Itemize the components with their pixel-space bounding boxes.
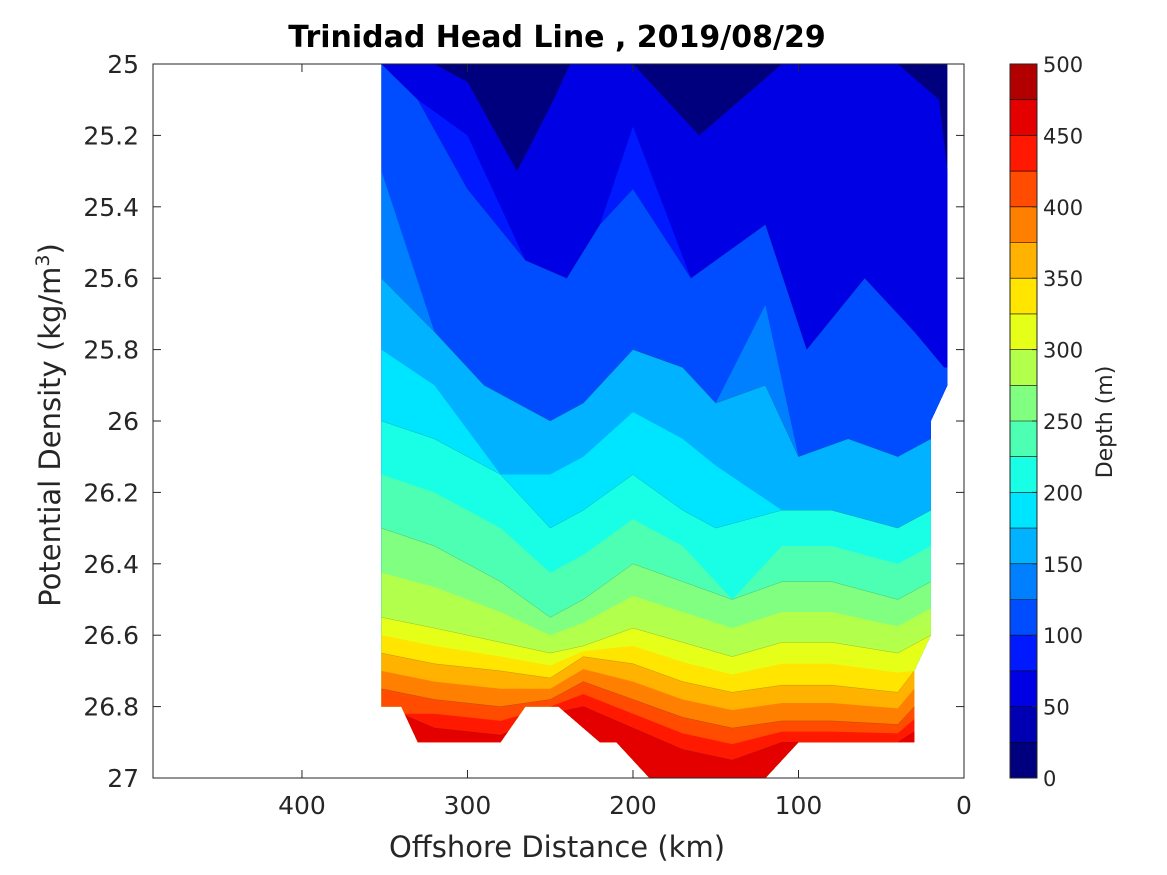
x-axis-label: Offshore Distance (km): [389, 830, 725, 864]
colorbar-tick-label: 0: [1043, 767, 1056, 791]
y-tick-label: 26.4: [83, 550, 139, 579]
colorbar: 0 50 100 150 200 250 300 350 400 450 500: [1009, 53, 1083, 791]
chart-title: Trinidad Head Line , 2019/08/29: [288, 20, 825, 55]
x-tick-label: 300: [444, 791, 492, 820]
contour-line-50: [381, 64, 948, 172]
colorbar-swatch: [1010, 599, 1037, 636]
y-tick-label: 25.6: [83, 264, 139, 293]
colorbar-swatch: [1010, 385, 1037, 422]
y-tick-label: 25.2: [83, 121, 139, 150]
colorbar-swatch: [1010, 706, 1037, 743]
colorbar-tick-label: 400: [1043, 196, 1083, 220]
contour-line-200: [381, 420, 931, 529]
colorbar-swatch: [1010, 278, 1037, 315]
y-axis-label-main: Potential Density (kg/m: [33, 267, 67, 607]
colorbar-swatch: [1010, 242, 1037, 279]
colorbar-tick-label: 350: [1043, 267, 1083, 291]
colorbar-swatch: [1010, 456, 1037, 493]
contour-line-300: [381, 617, 931, 657]
colorbar-swatch: [1010, 563, 1037, 600]
contour-line-250: [381, 527, 931, 618]
colorbar-swatch: [1010, 421, 1037, 458]
contour-plot-area: [381, 64, 948, 778]
y-axis-label: Potential Density (kg/m3): [32, 243, 67, 607]
contour-line-400: [381, 681, 915, 729]
colorbar-tick-label: 500: [1043, 53, 1083, 77]
y-axis-label-close: ): [33, 243, 67, 254]
colorbar-swatch: [1010, 670, 1037, 708]
y-tick-label: 26.2: [83, 478, 139, 507]
x-tick-label: 0: [956, 791, 972, 820]
contour-line-450: [401, 706, 915, 761]
colorbar-swatch: [1010, 635, 1037, 672]
colorbar-swatch: [1010, 171, 1037, 208]
x-tick-label: 400: [278, 791, 326, 820]
colorbar-tick-label: 300: [1043, 339, 1083, 363]
y-tick-label: 26.6: [83, 621, 139, 650]
contour-line-100: [381, 64, 945, 368]
colorbar-tick-label: 250: [1043, 410, 1083, 434]
colorbar-swatch: [1010, 528, 1037, 565]
colorbar-tick-label: 100: [1043, 624, 1083, 648]
colorbar-swatch: [1010, 313, 1037, 351]
y-tick-label: 25: [107, 50, 139, 79]
y-tick-label: 26: [107, 407, 139, 436]
colorbar-tick-label: 450: [1043, 124, 1083, 148]
colorbar-tick-label: 150: [1043, 553, 1083, 577]
y-tick-label: 27: [107, 764, 139, 793]
colorbar-swatch: [1010, 349, 1037, 386]
colorbar-swatch: [1010, 135, 1037, 172]
x-axis: 400 300 200 100 0: [278, 64, 972, 820]
y-axis-label-superscript: 3: [32, 254, 54, 266]
colorbar-swatch: [1010, 99, 1037, 136]
colorbar-swatch: [1010, 742, 1037, 779]
y-tick-label: 25.8: [83, 336, 139, 365]
colorbar-tick-label: 200: [1043, 481, 1083, 505]
colorbar-swatch: [1010, 64, 1037, 101]
y-tick-label: 25.4: [83, 193, 139, 222]
contour-line-150: [381, 278, 931, 457]
colorbar-swatch: [1010, 206, 1037, 243]
x-tick-label: 100: [775, 791, 823, 820]
colorbar-label: Depth (m): [1093, 366, 1118, 479]
contour-line-350: [381, 652, 915, 693]
colorbar-tick-label: 50: [1043, 696, 1070, 720]
y-tick-label: 26.8: [83, 693, 139, 722]
y-axis: 25 25.2 25.4 25.6 25.8 26 26.2 26.4 26.6 26.8 27: [83, 50, 964, 793]
x-tick-label: 200: [609, 791, 657, 820]
colorbar-swatch: [1010, 492, 1037, 529]
